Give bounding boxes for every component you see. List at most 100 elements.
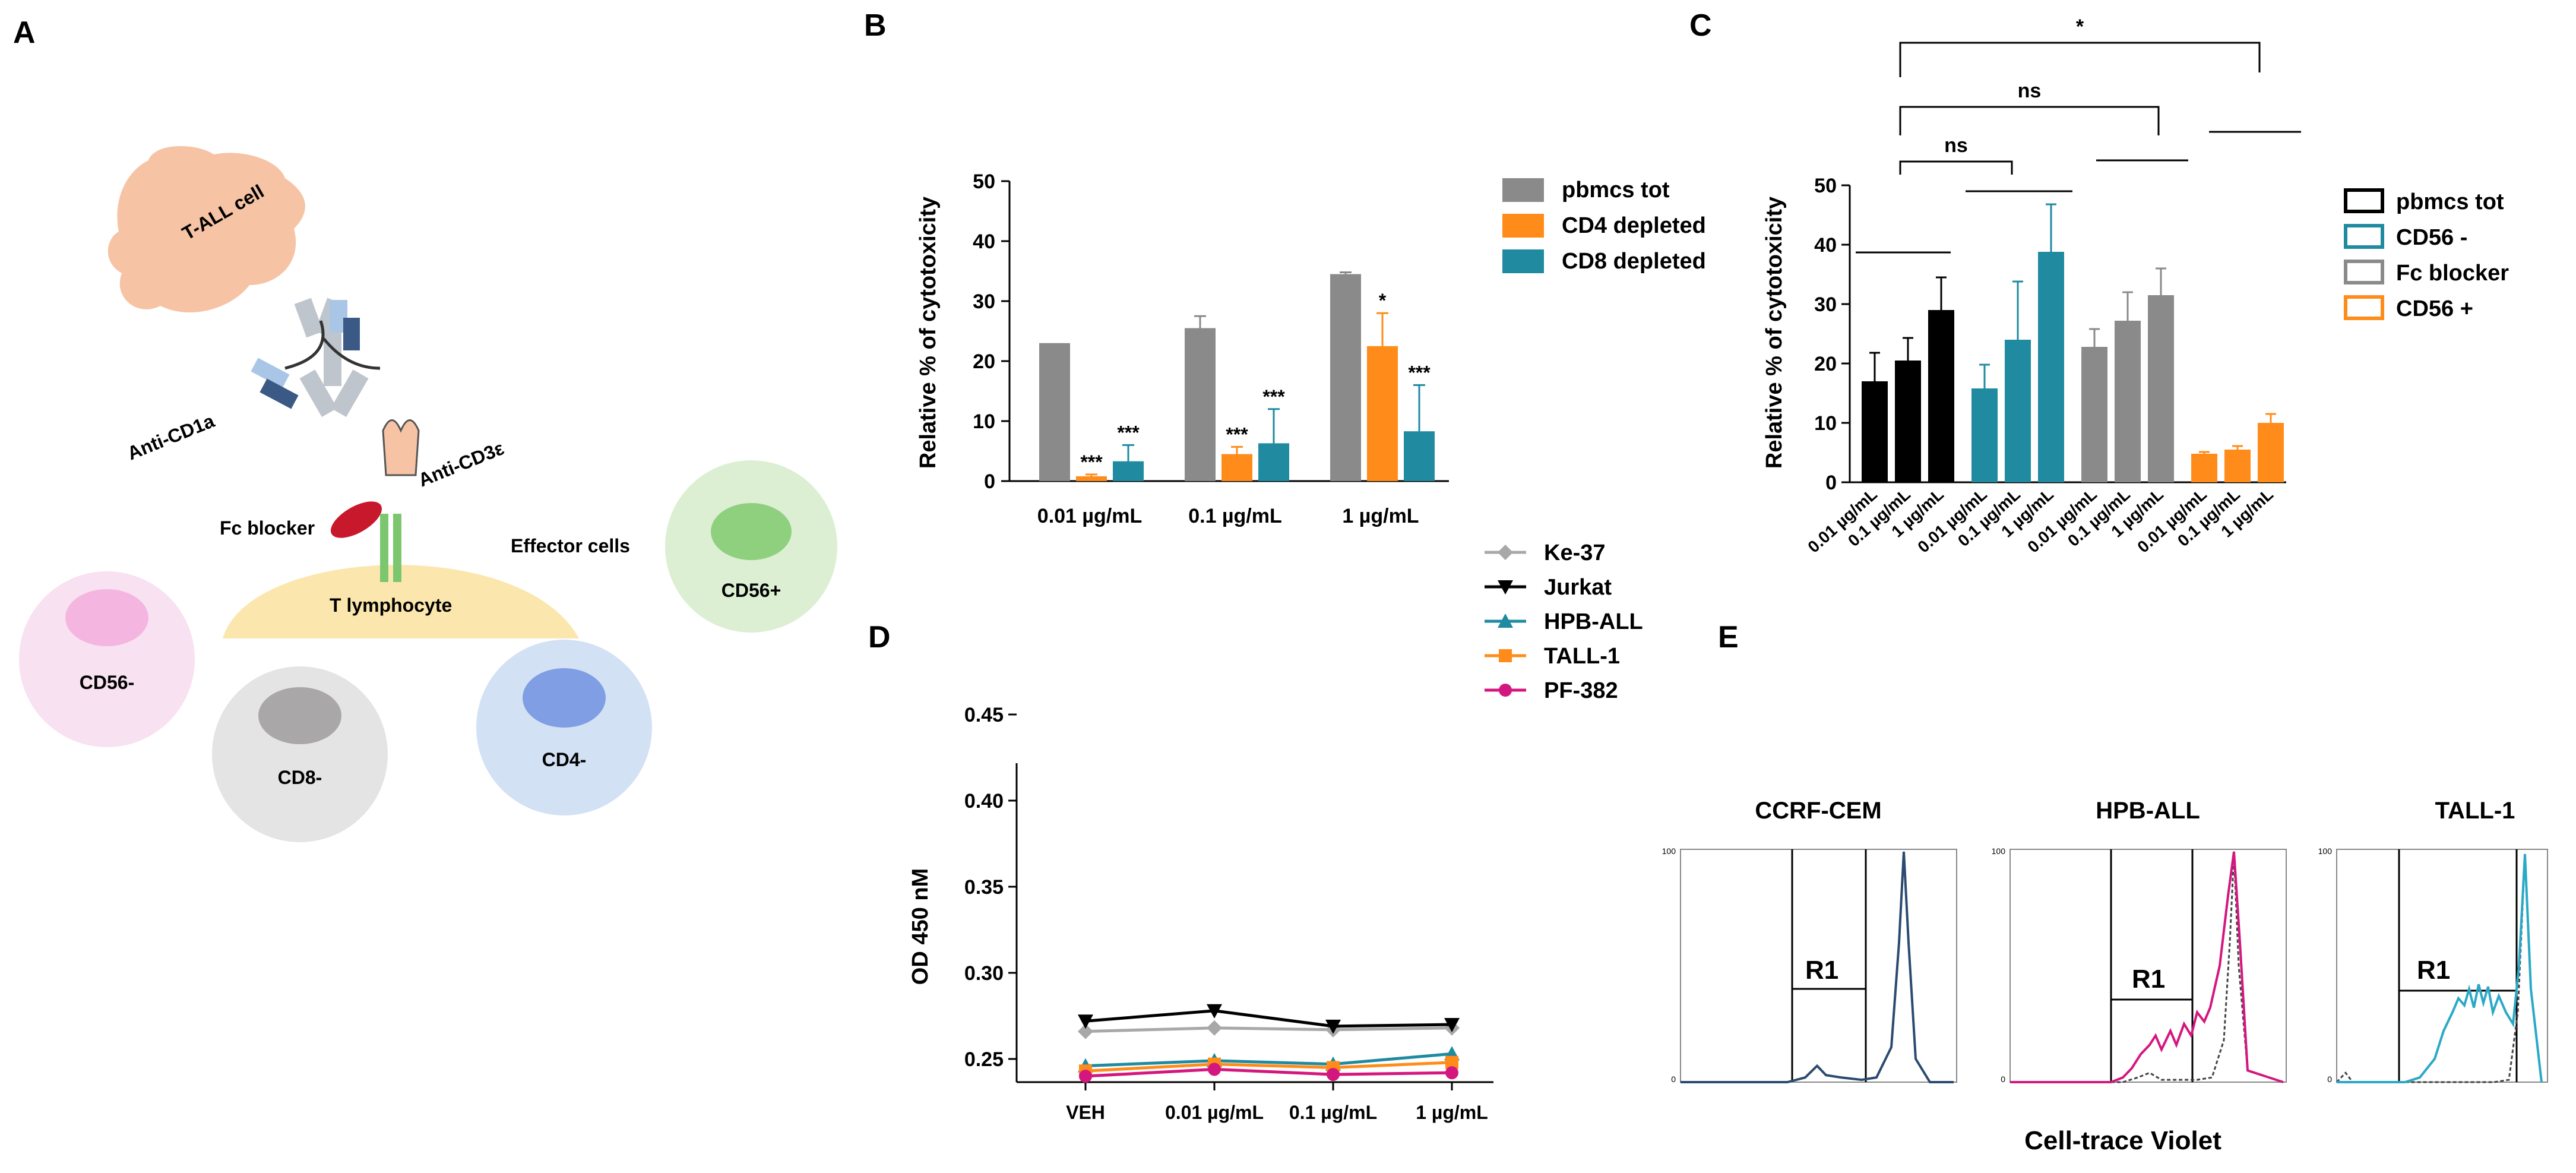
b-significance: *** xyxy=(1117,422,1140,443)
b-legend-label: CD8 depleted xyxy=(1562,249,1706,274)
d-x-tick-label: 0.01 µg/mL xyxy=(1165,1102,1264,1123)
d-y-tick-label: 0.35 xyxy=(964,876,1004,899)
d-series-line xyxy=(1085,1052,1452,1068)
e-plot-frame xyxy=(2009,849,2287,1083)
c-legend-swatch xyxy=(2344,260,2384,284)
b-x-tick-label: 1 µg/mL xyxy=(1342,505,1419,527)
cd4neg-label: CD4- xyxy=(542,749,587,770)
e-y-tick-label: 0 xyxy=(2327,1074,2332,1084)
d-x-tick-label: 1 µg/mL xyxy=(1416,1102,1488,1123)
b-y-tick-label: 50 xyxy=(973,170,995,193)
b-legend-label: pbmcs tot xyxy=(1562,178,1670,203)
chart-d: 0.25 0.30 0.35 0.40 0.45 OD 450 nM VEH 0.01 µg/… xyxy=(908,540,1643,1123)
c-legend-label: Fc blocker xyxy=(2396,261,2509,286)
d-series-line xyxy=(1085,1067,1452,1078)
e-trace-control-hpb xyxy=(2010,853,2284,1083)
cd8neg-label: CD8- xyxy=(278,767,322,788)
e-y-tick-label: 100 xyxy=(1662,846,1676,856)
d-series-line xyxy=(1085,1026,1452,1033)
e-trace-tall xyxy=(2337,853,2543,1083)
c-y-tick-label: 20 xyxy=(1814,353,1837,375)
d-data-point xyxy=(1325,1019,1341,1034)
c-bar xyxy=(2224,450,2251,482)
d-y-tick-label: 0.45 xyxy=(964,704,1004,726)
c-bar xyxy=(1971,388,1998,482)
t-lymphocyte-label: T lymphocyte xyxy=(330,595,452,616)
d-x-tick-label: 0.1 µg/mL xyxy=(1289,1102,1377,1123)
e-gate-label: R1 xyxy=(2417,956,2450,985)
e-y-tick-label: 0 xyxy=(1671,1074,1676,1084)
panel-letter-a: A xyxy=(13,15,36,50)
c-legend-swatch xyxy=(2344,295,2384,320)
d-y-tick-label: 0.40 xyxy=(964,790,1004,812)
d-legend-label: PF-382 xyxy=(1544,678,1618,703)
d-y-tick-label: 0.25 xyxy=(964,1048,1004,1071)
c-y-tick-label: 40 xyxy=(1814,234,1837,257)
anti-cd3e-label: Anti-CD3ε xyxy=(415,437,507,491)
c-bar xyxy=(1895,361,1921,482)
t-lymphocyte-shape xyxy=(223,565,579,638)
b-bar xyxy=(1404,431,1435,481)
c-y-tick-label: 50 xyxy=(1814,175,1837,197)
d-data-point xyxy=(1327,1068,1340,1082)
panel-letter-d: D xyxy=(868,620,891,655)
b-y-tick-label: 40 xyxy=(973,230,995,253)
d-data-point xyxy=(1444,1018,1460,1032)
d-data-point xyxy=(1208,1063,1221,1076)
c-bracket-top xyxy=(1899,42,2261,77)
bispecific-antibody-icon xyxy=(251,298,420,476)
b-legend-swatch xyxy=(1502,178,1544,202)
e-plot-title: CCRF-CEM xyxy=(1755,798,1881,824)
chart-e: CCRF-CEM 100 0 R1 HPB-ALL 100 0 R1 TALL-1 100 0 R1 C… xyxy=(1662,798,2548,1155)
c-bar xyxy=(2005,340,2031,482)
c-bar xyxy=(2191,454,2217,482)
d-y-axis-label: OD 450 nM xyxy=(908,868,933,985)
panel-letter-c: C xyxy=(1689,8,1712,43)
cd56pos-label: CD56+ xyxy=(721,580,781,601)
cd8neg-cell xyxy=(212,666,388,842)
b-legend-swatch xyxy=(1502,214,1544,238)
b-legend-label: CD4 depleted xyxy=(1562,213,1706,238)
b-significance: *** xyxy=(1262,386,1285,407)
c-bracket-middle xyxy=(1899,106,2160,135)
e-trace-hpb xyxy=(2010,851,2284,1083)
d-legend-marker xyxy=(1498,614,1513,628)
c-y-tick-label: 30 xyxy=(1814,293,1837,316)
effector-cells-label: Effector cells xyxy=(511,535,630,557)
panel-a-schematic: T-ALL cell Anti-CD1a Anti-CD3ε Fc blocke… xyxy=(19,146,837,842)
c-bar xyxy=(1862,381,1888,482)
b-legend-swatch xyxy=(1502,249,1544,273)
b-bar xyxy=(1113,461,1144,481)
e-trace-ccrf xyxy=(1681,851,1954,1083)
c-bar xyxy=(2038,252,2064,482)
tall-cell-shape xyxy=(107,146,305,313)
e-y-tick-label: 100 xyxy=(2318,846,2333,856)
d-y-tick-label: 0.30 xyxy=(964,962,1004,985)
c-y-axis-label: Relative % of cytotoxicity xyxy=(1762,197,1787,469)
cd56neg-cell xyxy=(19,571,195,747)
d-data-point xyxy=(1079,1070,1092,1083)
anti-cd1a-label: Anti-CD1a xyxy=(124,410,217,464)
d-legend-label: TALL-1 xyxy=(1544,644,1620,669)
c-bracket-inner-label: ns xyxy=(1944,134,1968,157)
e-gate-label: R1 xyxy=(1805,956,1838,985)
d-data-point xyxy=(1207,1004,1222,1019)
e-gate-label: R1 xyxy=(2132,965,2165,994)
b-x-tick-label: 0.01 µg/mL xyxy=(1037,505,1142,527)
b-y-tick-label: 30 xyxy=(973,290,995,313)
d-series-line xyxy=(1085,1009,1452,1028)
c-bracket-top-label: * xyxy=(2076,15,2084,38)
b-significance: *** xyxy=(1226,423,1248,445)
e-plot-title: TALL-1 xyxy=(2435,798,2515,824)
e-trace-control-tall xyxy=(2336,853,2543,1083)
d-data-point xyxy=(1078,1023,1093,1039)
d-legend-label: Ke-37 xyxy=(1544,540,1606,565)
e-y-tick-label: 0 xyxy=(2001,1074,2005,1084)
panel-letter-e: E xyxy=(1718,620,1739,655)
b-y-tick-label: 0 xyxy=(984,470,995,493)
d-data-point xyxy=(1445,1055,1458,1069)
c-legend-swatch xyxy=(2344,188,2384,213)
c-y-tick-label: 0 xyxy=(1825,472,1837,494)
